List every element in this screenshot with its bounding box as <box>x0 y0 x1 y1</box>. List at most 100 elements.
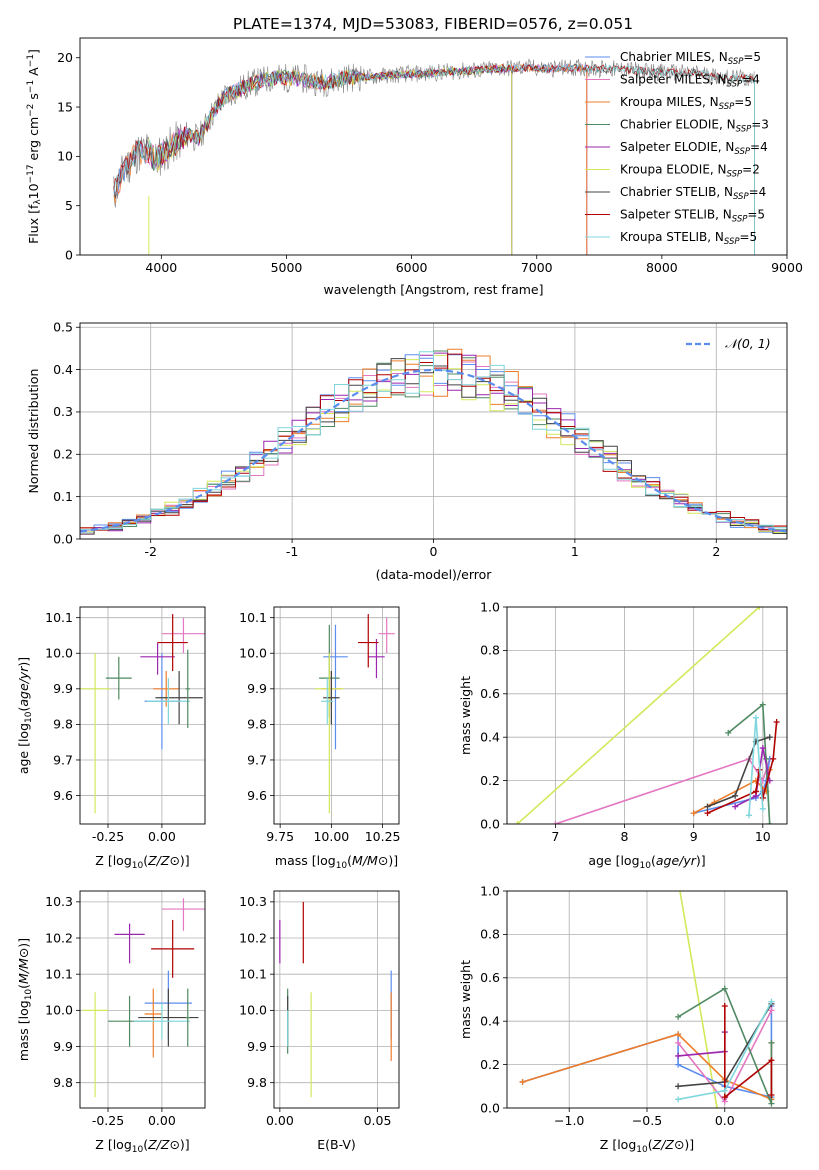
weight-marker <box>721 985 728 992</box>
axis-label-part: 10 <box>336 861 348 871</box>
chart-age_vs_Z: -0.25 0.009.69.79.89.910.010.1Z [log10(Z/… <box>16 606 206 871</box>
weight-marker <box>675 1052 682 1059</box>
axis-label-part: 10 <box>132 1145 144 1155</box>
legend-label-rest: =2 <box>742 163 760 177</box>
y-tick-label: 9.7 <box>53 752 73 767</box>
x-tick-label: 5000 <box>271 260 303 275</box>
legend-label-rest: =4 <box>742 73 760 87</box>
axis-label-part: Z [log <box>95 853 131 868</box>
axis-label-part: ( <box>651 853 656 868</box>
weight-marker <box>768 1007 775 1014</box>
weight-marker <box>759 701 766 708</box>
weight-marker <box>752 788 759 795</box>
y-tick-label: 0.8 <box>480 927 500 942</box>
y-axis-label: mass weight <box>458 676 473 755</box>
legend-label-sub: SSP <box>732 215 748 225</box>
y-tick-label: 9.6 <box>53 788 73 803</box>
weight-marker <box>773 719 780 726</box>
y-tick-label: 1.0 <box>480 883 500 898</box>
weight-marker <box>552 821 559 824</box>
x-tick-label: 10.00 <box>313 829 349 844</box>
x-tick-label: 0.05 <box>364 1113 392 1128</box>
y-tick-label: 0.2 <box>480 773 500 788</box>
x-tick-label: −0.5 <box>632 1113 662 1128</box>
y-axis-label-part: −1 <box>26 54 36 67</box>
legend-label-sub: SSP <box>719 102 735 112</box>
y-tick-label: 9.9 <box>53 681 73 696</box>
weight-marker <box>752 714 759 721</box>
chart-residuals: 𝒩(0, 1) (data-model)/error Normed distribu… <box>26 320 788 582</box>
weight-marker <box>725 729 732 736</box>
weight-marker <box>714 1105 720 1108</box>
y-tick-label: 20 <box>57 50 73 65</box>
x-axis-label: mass [log10(M/M⊙)] <box>275 853 398 871</box>
x-tick-label: 9 <box>690 829 698 844</box>
x-tick-label: -0.25 <box>92 829 124 844</box>
y-tick-label: 0.4 <box>480 1014 500 1029</box>
weight-marker <box>745 812 752 819</box>
model-series-line <box>113 63 754 195</box>
legend-label-sub: SSP <box>734 147 750 157</box>
x-tick-label: 0.0 <box>715 1113 735 1128</box>
y-tick-label: 1.0 <box>480 599 500 614</box>
weight-marker <box>675 1083 682 1090</box>
y-tick-label: 0.8 <box>480 643 500 658</box>
weight-marker <box>704 810 711 817</box>
x-tick-label: 1 <box>571 544 579 559</box>
y-tick-label: 5 <box>65 198 73 213</box>
x-tick-label: 6000 <box>396 260 428 275</box>
axis-label-part: )] <box>180 853 190 868</box>
y-axis-label-part: −2 <box>26 104 36 117</box>
y-tick-label: 10.3 <box>45 894 73 909</box>
axis-label-part: age/yr <box>656 853 697 868</box>
legend-label-text: Kroupa ELODIE, N <box>620 163 727 177</box>
plot-area <box>519 891 775 1108</box>
weight-series-line <box>677 1003 773 1103</box>
legend-label-rest: =5 <box>734 95 752 109</box>
x-tick-label: 4000 <box>145 260 177 275</box>
legend-label-sub: SSP <box>728 57 744 67</box>
weight-marker <box>756 607 763 610</box>
x-tick-label: 9.75 <box>266 829 294 844</box>
weight-marker <box>732 803 739 810</box>
y-tick-label: 15 <box>57 99 73 114</box>
legend-label-sub: SSP <box>727 170 743 180</box>
x-tick-label: -0.25 <box>92 1113 124 1128</box>
y-axis-label: mass weight <box>458 960 473 1039</box>
y-axis-label-part: 10 <box>26 183 41 199</box>
x-tick-label: 0.00 <box>148 1113 176 1128</box>
weight-marker <box>768 1039 775 1046</box>
axis-label-part: mass [log <box>16 1000 31 1061</box>
y-tick-label: 9.6 <box>247 788 267 803</box>
x-axis-label: Z [log10(Z/Z⊙)] <box>600 1137 694 1155</box>
y-tick-label: 0.2 <box>480 1057 500 1072</box>
y-tick-label: 10.0 <box>239 1003 267 1018</box>
y-axis-label: age [log10(age/yr)] <box>16 657 34 774</box>
x-axis-label: Z [log10(Z/Z⊙)] <box>95 853 189 871</box>
x-tick-label: 2 <box>712 544 720 559</box>
legend-label: Chabrier MILES, NSSP=5 <box>620 50 761 67</box>
y-tick-label: 10.2 <box>239 930 267 945</box>
y-tick-label: 10.0 <box>239 646 267 661</box>
y-tick-label: 0.3 <box>53 404 73 419</box>
legend-label: Salpeter STELIB, NSSP=5 <box>620 208 765 225</box>
axes-frame <box>273 606 400 825</box>
weight-marker <box>514 821 521 824</box>
y-tick-label: 9.8 <box>53 717 73 732</box>
weight-marker <box>768 1100 775 1107</box>
y-tick-label: 9.8 <box>247 1075 267 1090</box>
weight-series-line <box>516 607 760 824</box>
axis-label-part: age [log <box>588 853 639 868</box>
weight-marker <box>704 803 711 810</box>
axis-label-part: age [log <box>16 723 31 774</box>
x-tick-label: 7000 <box>521 260 553 275</box>
y-tick-label: 10.1 <box>45 610 73 625</box>
legend-label: Chabrier STELIB, NSSP=4 <box>620 185 766 202</box>
legend-label-rest: =3 <box>751 118 769 132</box>
legend-label-rest: =4 <box>750 140 768 154</box>
plot-area <box>279 901 392 1098</box>
legend-label-text: Chabrier MILES, N <box>620 50 728 64</box>
axis-label-part: Z/Z⊙ <box>147 1137 180 1152</box>
